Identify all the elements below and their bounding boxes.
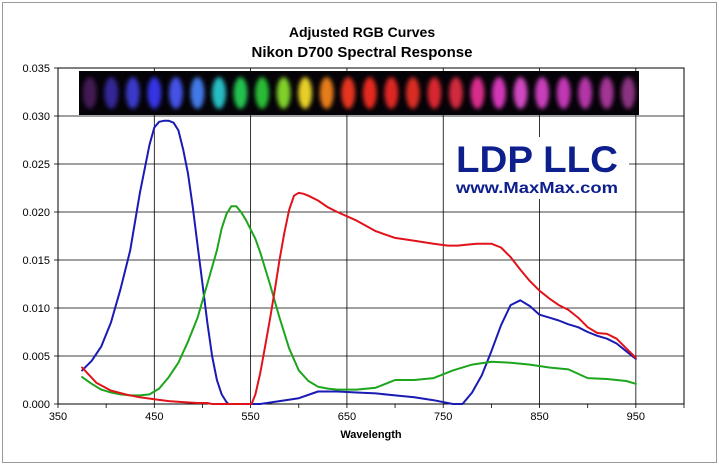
spectrum-band <box>362 77 377 109</box>
spectrum-band <box>449 77 463 109</box>
chart-subtitle: Nikon D700 Spectral Response <box>252 44 473 61</box>
spectrum-band <box>190 77 205 109</box>
x-tick-label: 750 <box>434 411 452 423</box>
spectrum-band <box>82 77 97 109</box>
spectrum-band <box>513 77 528 109</box>
y-tick-label: 0.030 <box>22 111 50 123</box>
spectrum-band <box>298 77 313 109</box>
x-tick-label: 950 <box>627 411 645 423</box>
x-tick-label: 650 <box>338 411 356 423</box>
spectrum-band <box>535 77 549 109</box>
spectrum-band <box>233 77 248 109</box>
spectrum-band <box>556 77 571 109</box>
spectrum-band <box>255 77 269 109</box>
grid <box>54 67 685 408</box>
spectrum-band <box>470 77 485 109</box>
plot-area <box>57 67 685 405</box>
series-line <box>81 119 637 405</box>
spectrum-band <box>405 77 420 109</box>
spectrum-band <box>384 77 399 109</box>
spectrum-band <box>341 77 356 109</box>
spectrum-band <box>621 77 636 109</box>
spectrum-band <box>147 77 162 109</box>
spectrum-band <box>212 77 226 109</box>
spectrum-band <box>599 77 614 109</box>
spectrum-band <box>427 77 442 109</box>
series-lines <box>81 119 637 405</box>
y-tick-label: 0.015 <box>22 255 50 267</box>
spectrum-background <box>79 71 639 115</box>
spectrum-band <box>578 77 593 109</box>
series-line <box>81 205 637 397</box>
y-tick-label: 0.005 <box>22 351 50 363</box>
y-tick-label: 0.010 <box>22 303 50 315</box>
x-axis-label: Wavelength <box>340 429 402 441</box>
x-tick-label: 350 <box>49 411 67 423</box>
chart-title: Adjusted RGB Curves <box>289 24 435 40</box>
spectrum-band <box>319 77 334 109</box>
y-tick-label: 0.000 <box>22 399 50 411</box>
y-tick-label: 0.025 <box>22 159 50 171</box>
watermark-title: LDP LLC <box>456 139 618 180</box>
y-tick-labels: 0.000 0.005 0.010 0.015 0.020 0.025 0.030 0.035 <box>22 63 50 411</box>
spectrum-strip <box>79 71 639 115</box>
watermark-background <box>444 137 629 199</box>
spectrum-band <box>492 77 506 109</box>
x-tick-label: 450 <box>145 411 163 423</box>
series-line <box>81 191 637 405</box>
watermark-url: www.MaxMax.com <box>455 180 618 197</box>
spectrum-band <box>276 77 291 109</box>
spectrum-band <box>125 77 140 109</box>
spectrum-band <box>169 77 183 109</box>
y-tick-label: 0.035 <box>22 63 50 75</box>
spectrum-band <box>104 77 119 109</box>
y-tick-label: 0.020 <box>22 207 50 219</box>
x-tick-label: 850 <box>530 411 548 423</box>
x-tick-labels: 350 450 550 650 750 850 950 <box>49 411 645 423</box>
x-tick-label: 550 <box>241 411 259 423</box>
